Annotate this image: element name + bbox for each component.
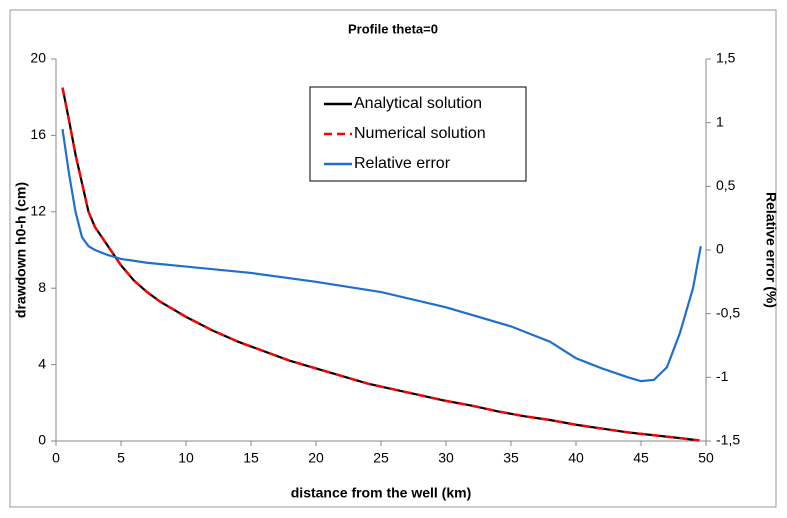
y-tick-label: 20 <box>30 50 46 66</box>
x-tick-label: 15 <box>243 450 259 466</box>
y2-tick-label: -1,5 <box>716 432 740 448</box>
chart-title: Profile theta=0 <box>348 21 438 36</box>
y2-tick-label: 1 <box>716 113 724 129</box>
x-axis-label: distance from the well (km) <box>291 485 471 501</box>
x-tick-label: 10 <box>178 450 194 466</box>
y2-tick-label: 0,5 <box>716 177 736 193</box>
x-tick-label: 45 <box>633 450 649 466</box>
x-tick-label: 35 <box>503 450 519 466</box>
legend-label: Numerical solution <box>354 125 486 142</box>
legend-label: Relative error <box>354 155 451 172</box>
y-tick-label: 0 <box>38 432 46 448</box>
x-tick-label: 50 <box>698 450 714 466</box>
legend-box <box>309 86 527 182</box>
y-tick-label: 12 <box>30 203 46 219</box>
x-tick-label: 25 <box>373 450 389 466</box>
y2-axis-label: Relative error (%) <box>763 192 779 308</box>
x-tick-label: 40 <box>568 450 584 466</box>
y-tick-label: 8 <box>38 279 46 295</box>
y2-tick-label: -1 <box>716 368 729 384</box>
x-tick-label: 20 <box>308 450 324 466</box>
x-tick-label: 0 <box>52 450 60 466</box>
line-series <box>61 87 700 442</box>
line-series <box>61 128 702 383</box>
x-tick-label: 5 <box>117 450 125 466</box>
y-tick-label: 16 <box>30 126 46 142</box>
legend-label: Analytical solution <box>354 95 482 112</box>
y-axis-label: drawdown h0-h (cm) <box>13 182 29 318</box>
x-tick-label: 30 <box>438 450 454 466</box>
y2-tick-label: 1,5 <box>716 50 736 66</box>
y-tick-label: 4 <box>38 355 46 371</box>
y2-tick-label: 0 <box>716 241 724 257</box>
y2-tick-label: -0,5 <box>716 304 740 320</box>
